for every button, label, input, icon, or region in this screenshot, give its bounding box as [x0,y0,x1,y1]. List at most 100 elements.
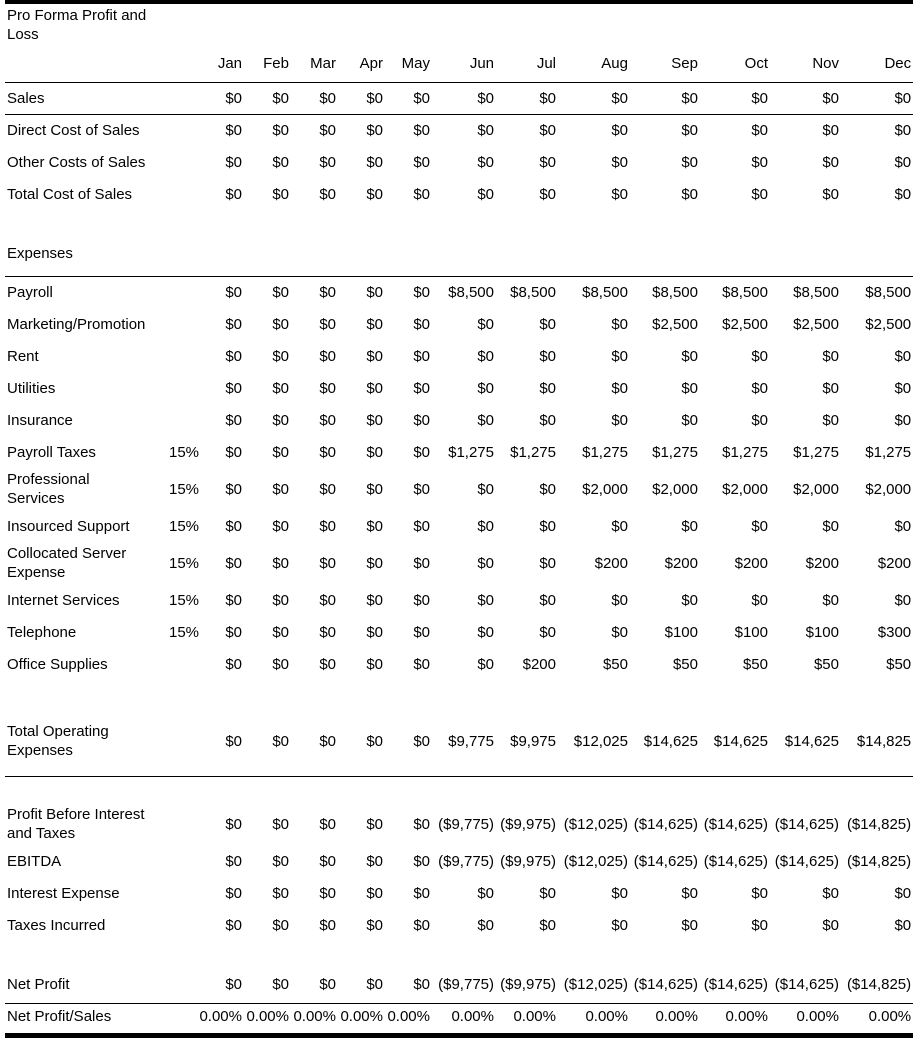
cell-value: $0 [477,591,494,609]
cell-value: $0 [751,916,768,934]
row-label: Utilities [7,379,56,397]
cell-value: $0 [413,185,430,203]
row-label: Taxes Incurred [7,916,106,934]
cell-value: $0 [894,347,912,365]
cell-value: $0 [413,517,430,535]
row-label: Net Profit [5,971,167,1004]
cell-value: $0 [751,185,768,203]
cell-value: $0 [366,655,383,673]
cell-value: $0 [822,884,839,902]
page-title: Pro Forma Profit and Loss [7,7,147,43]
cell-value: ($14,625) [630,971,700,1004]
cell-value: $0 [366,443,383,461]
cell-value: $0 [291,720,338,777]
cell-value: $0 [366,591,383,609]
cell-value: $0 [894,916,912,934]
cell-value: $0 [477,480,494,498]
cell-value: $0 [751,411,768,429]
cell-value: ($14,625) [703,852,768,870]
cell-value: $1,275 [582,443,628,461]
cell-value: ($9,975) [500,815,556,833]
cell-value: 0.00% [338,1003,385,1038]
cell-value: $0 [272,591,289,609]
cell-value: $8,500 [793,283,839,301]
table-row: Direct Cost of Sales $0 $0 $0 $0 $0 $0 $0 $0 $0 $0… [5,114,913,146]
cell-value: $0 [244,720,291,777]
cell-value: 0.00% [841,1003,913,1038]
cell-value: $0 [894,379,912,397]
cell-value: $0 [894,185,912,203]
cell-value: $100 [664,623,698,641]
cell-value: $50 [742,655,768,673]
cell-value: $0 [272,185,289,203]
cell-value: $0 [272,852,289,870]
cell-value: ($9,975) [496,971,558,1004]
cell-value: $200 [877,554,912,572]
table-row: Total Operating Expenses $0 $0 $0 $0 $0 $9,775… [5,720,913,777]
table-row: EBITDA $0 $0 $0 $0 $0 ($9,775) ($9,975) ($12,025… [5,845,913,877]
cell-value: $0 [366,347,383,365]
cell-value: ($12,025) [558,971,630,1004]
cell-value: $0 [225,315,242,333]
table-row: Total Cost of Sales $0 $0 $0 $0 $0 $0 $0 $0 $0 $0 $… [5,178,913,210]
section-header-row: Expenses [5,242,913,277]
cell-value: $2,000 [793,480,839,498]
cell-value: $0 [366,815,383,833]
cell-value: ($14,625) [770,971,841,1004]
rate-cell [167,178,197,210]
table-row: Other Costs of Sales $0 $0 $0 $0 $0 $0 $0 $0 $0 $0… [5,146,913,178]
row-label: Internet Services [7,591,120,609]
rate-cell [167,308,197,340]
row-label: Professional Services [7,471,90,507]
cell-value: $0 [681,153,698,171]
rate-cell [167,340,197,372]
cell-value: $0 [225,480,242,498]
cell-value: $0 [822,591,839,609]
table-row: Interest Expense $0 $0 $0 $0 $0 $0 $0 $0 $0 $0 $0 $0 [5,877,913,909]
table-row: Internet Services 15% $0 $0 $0 $0 $0 $0 $0 $0 $0 $0… [5,584,913,616]
rate-cell [167,404,197,436]
rate-cell: 15% [169,517,200,535]
cell-value: $0 [477,315,494,333]
cell-value: $0 [291,971,338,1004]
table-row: Insourced Support 15% $0 $0 $0 $0 $0 $0 $0 $0 $0 $0… [5,510,913,542]
cell-value: $0 [272,411,289,429]
month-header: Jun [432,46,496,83]
row-label: Interest Expense [7,884,120,902]
cell-value: $0 [413,121,430,139]
cell-value: $0 [496,82,558,115]
cell-value: $0 [822,121,839,139]
cell-value: $0 [611,591,628,609]
month-header: Jul [496,46,558,83]
cell-value: $8,500 [722,283,768,301]
cell-value: $0 [319,121,336,139]
cell-value: $0 [272,815,289,833]
cell-value: $0 [319,517,336,535]
cell-value: $0 [477,655,494,673]
cell-value: $0 [272,347,289,365]
rate-cell: 15% [169,591,200,609]
cell-value: $0 [413,884,430,902]
cell-value: $200 [522,655,556,673]
cell-value: $0 [630,82,700,115]
table-row: Payroll $0 $0 $0 $0 $0 $8,500 $8,500 $8,500 $8,50… [5,276,913,308]
cell-value: $0 [272,884,289,902]
cell-value: $0 [225,655,242,673]
cell-value: 0.00% [700,1003,770,1038]
cell-value: $8,500 [652,283,698,301]
cell-value: $0 [413,411,430,429]
cell-value: $2,000 [652,480,698,498]
cell-value: ($9,775) [438,852,494,870]
cell-value: $0 [272,283,289,301]
cell-value: $0 [366,315,383,333]
row-label: Marketing/Promotion [7,315,146,333]
cell-value: 0.00% [496,1003,558,1038]
cell-value: $0 [225,554,242,572]
cell-value: $0 [477,379,494,397]
cell-value: $0 [272,153,289,171]
section-label: Expenses [5,242,913,277]
cell-value: $0 [366,121,383,139]
cell-value: $300 [877,623,912,641]
month-header: Nov [770,46,841,83]
table-row: Telephone 15% $0 $0 $0 $0 $0 $0 $0 $0 $100 $100 $100… [5,616,913,648]
